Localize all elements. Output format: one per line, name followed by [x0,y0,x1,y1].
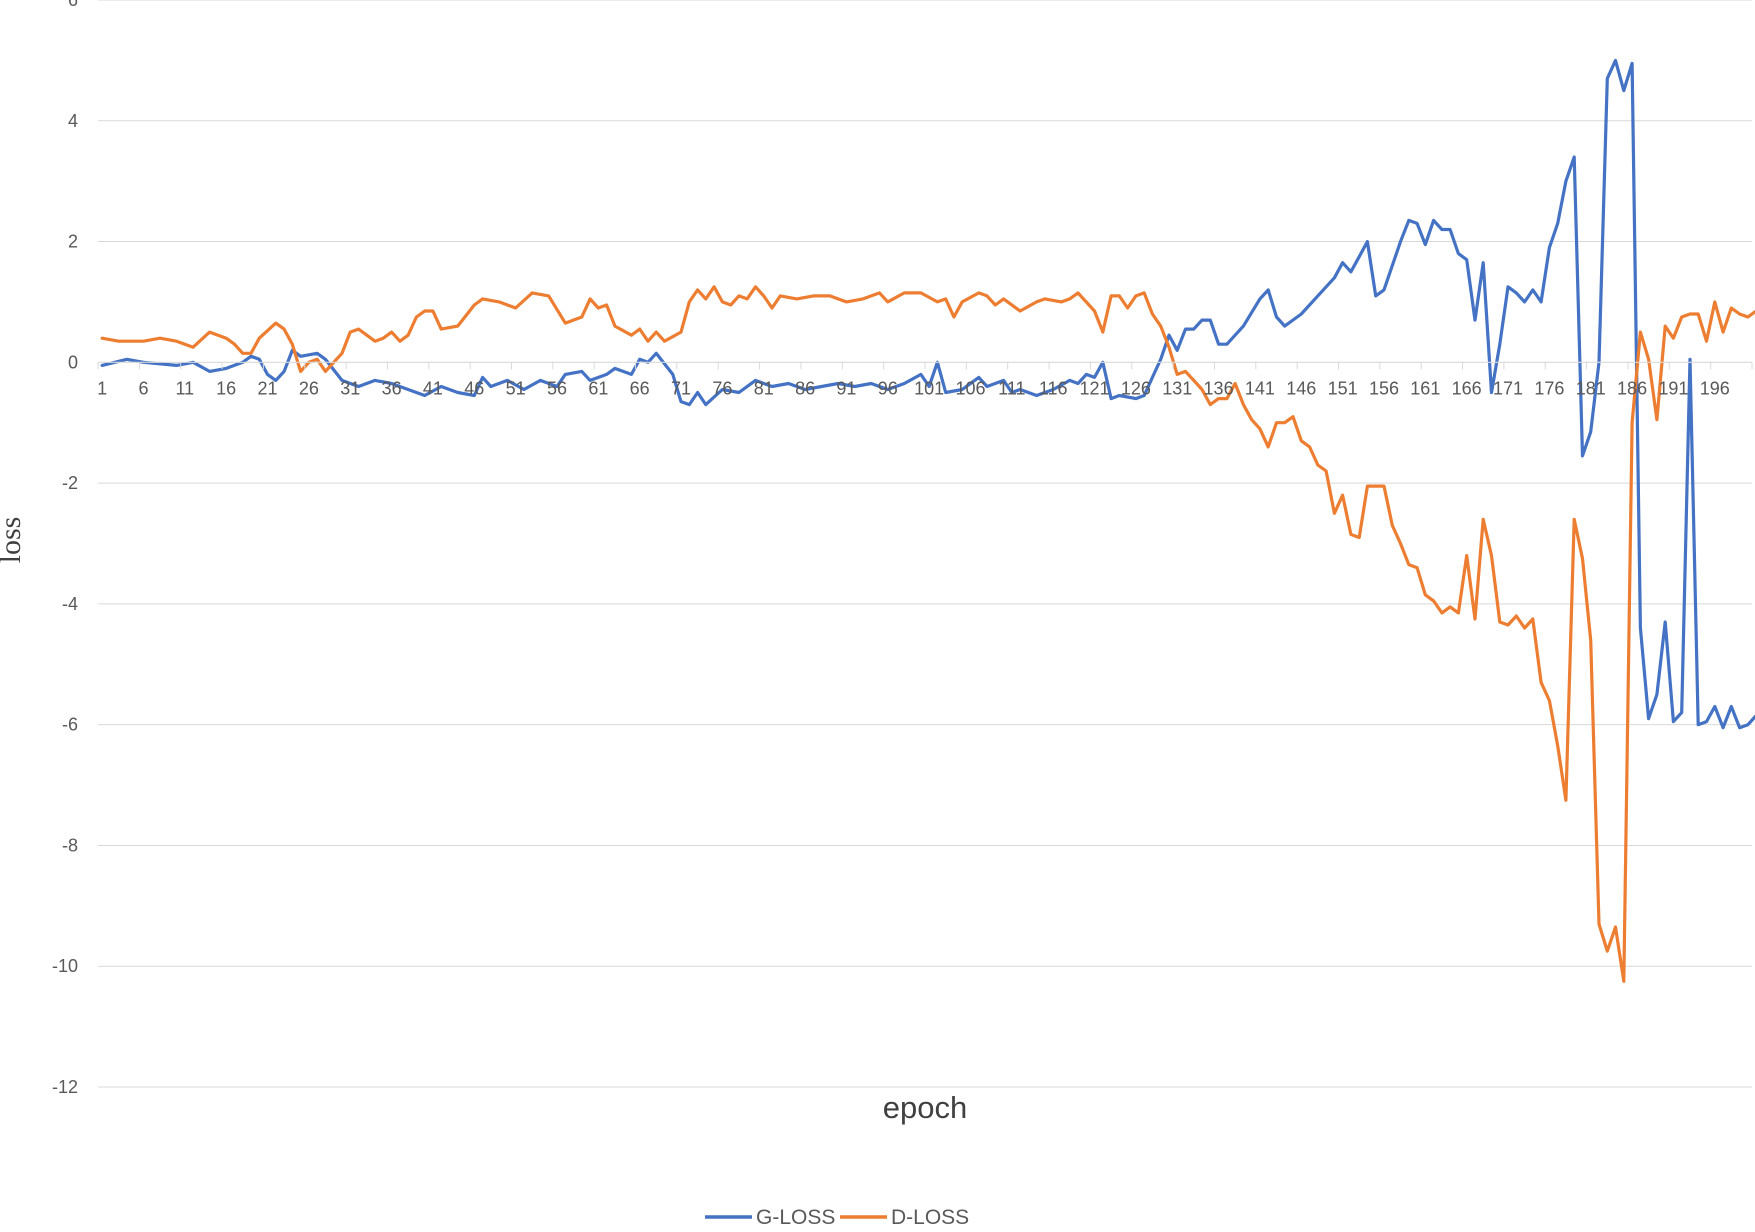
series-line-d-loss [100,285,1755,983]
y-tick-label: 0 [68,352,78,372]
y-tick-labels: 6 4 2 0 -2 -4 -6 -8 -10 -12 [52,0,78,1097]
y-axis-title: loss [0,517,27,564]
y-tick-label: 4 [68,111,78,131]
x-tick-label: 111 [998,378,1025,398]
x-tick-label: 166 [1452,378,1482,398]
x-tick-label: 56 [547,378,567,398]
x-tick-label: 186 [1617,378,1647,398]
x-tick-label: 136 [1204,378,1234,398]
gridlines [98,0,1752,1088]
legend-label-d-loss: D-LOSS [891,1206,969,1229]
x-tick-label: 106 [955,378,985,398]
x-tick-label: 176 [1534,378,1564,398]
x-axis-title: epoch [883,1090,967,1125]
x-tick-label: 96 [878,378,898,398]
x-tick-label: 156 [1369,378,1399,398]
y-tick-label: 2 [68,232,78,252]
x-axis [97,361,1753,370]
x-tick-label: 161 [1410,378,1440,398]
x-tick-label: 31 [340,378,360,398]
y-tick-label: -6 [62,715,78,735]
x-tick-label: 36 [382,378,402,398]
x-tick-label: 81 [754,378,774,398]
x-tick-label: 46 [464,378,484,398]
y-tick-label: -12 [52,1077,78,1097]
x-tick-label: 6 [138,378,148,398]
y-tick-label: -2 [62,473,78,493]
legend: G-LOSS D-LOSS [705,1206,969,1229]
y-tick-label: -10 [52,956,78,976]
x-tick-label: 171 [1493,378,1523,398]
x-tick-label: 101 [914,378,944,398]
x-tick-label: 131 [1162,378,1192,398]
y-tick-label: 6 [68,0,78,10]
y-tick-label: -4 [62,594,78,614]
x-tick-label: 86 [795,378,815,398]
x-tick-label: 91 [836,378,856,398]
x-tick-labels: 1 6 11 16 21 26 31 36 41 46 51 56 61 66 71 76 81 86 91 96 10… [97,378,1730,398]
y-tick-label: -8 [62,835,78,855]
x-tick-label: 191 [1658,378,1688,398]
x-tick-label: 51 [506,378,526,398]
x-tick-label: 1 [97,378,107,398]
x-tick-label: 181 [1576,378,1606,398]
x-tick-label: 26 [299,378,319,398]
x-tick-label: 11 [175,378,194,398]
x-tick-label: 141 [1245,378,1275,398]
x-tick-label: 121 [1080,378,1110,398]
x-tick-label: 41 [423,378,443,398]
series-lines [100,58,1755,983]
x-tick-label: 61 [588,378,608,398]
x-tick-label: 76 [712,378,732,398]
x-tick-label: 146 [1286,378,1316,398]
x-tick-label: 151 [1328,378,1358,398]
x-tick-label: 16 [216,378,236,398]
legend-label-g-loss: G-LOSS [756,1206,835,1229]
x-tick-label: 116 [1039,378,1068,398]
x-tick-label: 21 [258,378,278,398]
x-tick-label: 126 [1121,378,1151,398]
x-tick-label: 196 [1700,378,1730,398]
x-tick-label: 71 [671,378,691,398]
x-tick-label: 66 [630,378,650,398]
